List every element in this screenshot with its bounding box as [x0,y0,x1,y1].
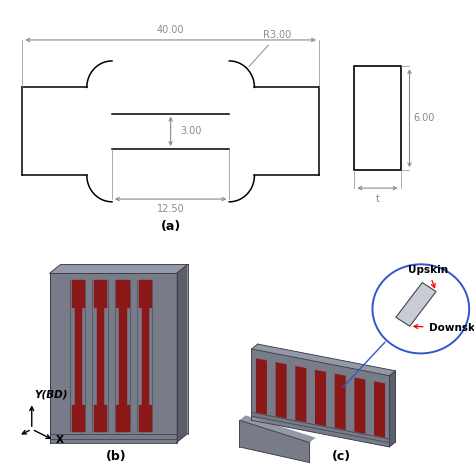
Text: R3.00: R3.00 [249,30,292,67]
Polygon shape [295,366,306,422]
Polygon shape [252,344,395,376]
Text: 12.50: 12.50 [157,204,184,214]
Polygon shape [72,405,84,431]
Polygon shape [355,377,365,434]
Polygon shape [94,280,106,307]
Text: Downskin: Downskin [414,323,474,333]
Polygon shape [252,349,390,447]
Polygon shape [117,405,128,431]
Text: Upskin: Upskin [408,265,448,288]
Text: 6.00: 6.00 [413,113,435,123]
Polygon shape [139,405,151,431]
Polygon shape [50,264,188,273]
Polygon shape [50,273,176,443]
Polygon shape [94,405,106,431]
Text: 40.00: 40.00 [157,25,184,35]
Polygon shape [239,420,310,463]
Bar [355,66,401,170]
Polygon shape [97,307,103,405]
Polygon shape [117,280,128,307]
Text: 3.00: 3.00 [180,127,201,137]
Text: t: t [375,194,379,204]
Polygon shape [239,415,316,443]
Polygon shape [75,307,81,405]
Text: (b): (b) [106,449,127,463]
Polygon shape [390,371,395,447]
Polygon shape [315,370,326,426]
Text: Y(BD): Y(BD) [34,390,67,400]
Text: X: X [56,435,64,445]
Polygon shape [396,283,436,326]
Text: (c): (c) [331,449,351,463]
Polygon shape [335,374,346,430]
Polygon shape [142,307,148,405]
Text: (a): (a) [161,219,181,233]
Polygon shape [72,280,84,307]
Polygon shape [374,381,385,438]
Polygon shape [139,280,151,307]
Polygon shape [275,362,287,419]
Polygon shape [119,307,126,405]
Polygon shape [176,264,188,443]
Polygon shape [256,358,267,415]
